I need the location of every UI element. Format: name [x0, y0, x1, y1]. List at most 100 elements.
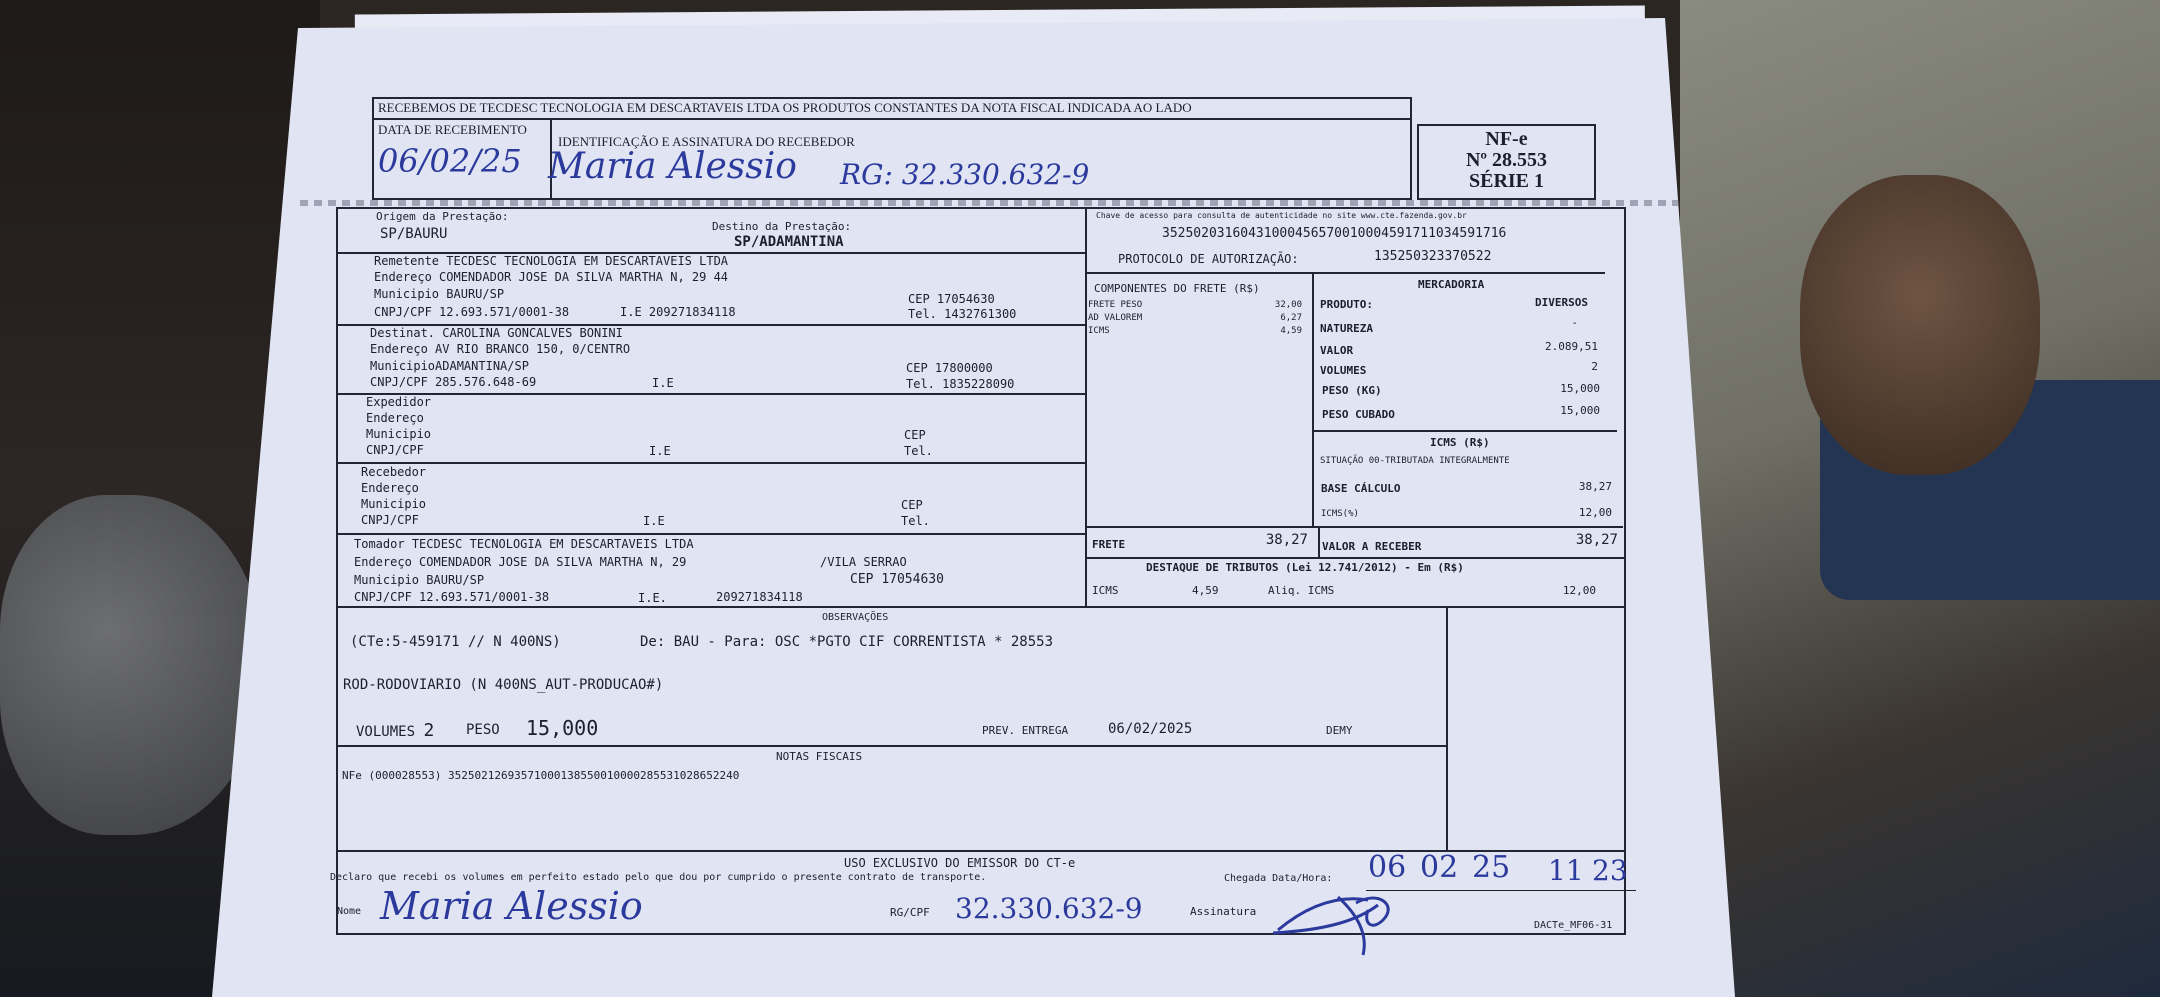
- sender-label: Remetente: [374, 254, 440, 268]
- obs-demy: DEMY: [1326, 724, 1353, 737]
- shipper-cnpj-label: CNPJ/CPF: [366, 443, 424, 457]
- freight-components-title: COMPONENTES DO FRETE (R$): [1094, 282, 1260, 295]
- payer-section: Tomador TECDESC TECNOLOGIA EM DESCARTAVE…: [354, 537, 1074, 605]
- cubed-weight-value: 15,000: [1560, 404, 1600, 417]
- base-label: BASE CÁLCULO: [1321, 482, 1401, 495]
- payer-label: Tomador: [354, 537, 405, 551]
- icms-section: ICMS (R$) SITUAÇÃO 00-TRIBUTADA INTEGRAL…: [1318, 432, 1618, 526]
- payer-cnpj-label: CNPJ/CPF: [354, 590, 412, 604]
- nfe-number-box: [1417, 124, 1596, 200]
- rg-cpf-label: RG/CPF: [890, 906, 930, 919]
- value-label: VALOR: [1320, 344, 1354, 357]
- sender-ie: 209271834118: [648, 305, 736, 319]
- handwritten-signature-scribble: [1272, 895, 1390, 956]
- delivery-forecast: 06/02/2025: [1108, 721, 1193, 737]
- receiver-label: Recebedor: [361, 465, 427, 479]
- arrival-datetime-line: [1366, 890, 1636, 891]
- base-value: 38,27: [1578, 480, 1612, 493]
- shipper-cep-label: CEP: [904, 428, 926, 442]
- plastic-cup: [0, 495, 265, 835]
- product-label: PRODUTO:: [1320, 298, 1373, 311]
- sender-cnpj-label: CNPJ/CPF: [374, 305, 432, 319]
- sender-tel-label: Tel.: [908, 307, 937, 321]
- stub-header: RECEBEMOS DE TECDESC TECNOLOGIA EM DESCA…: [378, 100, 1192, 115]
- nfe-number: Nº 28.553: [1465, 149, 1548, 171]
- receiver-rg-handwritten: RG: 32.330.632-9: [840, 158, 1090, 191]
- shipper-tel-label: Tel.: [904, 444, 933, 458]
- tax-rate-value: 12,00: [1562, 584, 1596, 597]
- recipient-name: CAROLINA GONCALVES BONINI: [442, 326, 623, 340]
- cte-form: [336, 207, 1626, 935]
- receipt-date-label: DATA DE RECEBIMENTO: [378, 122, 527, 137]
- payer-cep-label: CEP: [850, 572, 874, 587]
- shipper-label: Expedidor: [366, 395, 432, 409]
- observations-line-1b: De: BAU - Para: OSC *PGTO CIF CORRENTIST…: [640, 634, 1054, 650]
- arrival-datetime-label: Chegada Data/Hora:: [1224, 873, 1333, 884]
- component-label: FRETE PESO: [1088, 300, 1143, 310]
- obs-volumes: 2: [423, 720, 435, 741]
- name-label: Nome: [337, 906, 362, 917]
- sender-cnpj: 12.693.571/0001-38: [439, 305, 570, 319]
- receiver-address-label: Endereço: [361, 481, 419, 495]
- component-value: 4,59: [1280, 326, 1302, 336]
- amount-receivable: 38,27: [1575, 532, 1618, 548]
- recipient-cep: 17800000: [934, 361, 993, 375]
- receiver-signature: Maria Alessio: [548, 146, 797, 187]
- amount-receivable-label: VALOR A RECEBER: [1322, 540, 1422, 553]
- payer-district: /VILA SERRAO: [820, 555, 907, 569]
- tax-icms-label: ICMS: [1092, 584, 1119, 597]
- sender-ie-label: I.E: [620, 305, 642, 319]
- authorization-protocol: 135250323370522: [1374, 249, 1492, 264]
- sender-address: COMENDADOR JOSE DA SILVA MARTHA N, 29 44: [439, 270, 729, 284]
- receiver-city-label: Municipio: [361, 497, 427, 511]
- icms-rate-value: 12,00: [1578, 506, 1612, 519]
- recipient-tel-label: Tel.: [906, 377, 935, 391]
- merchandise-section: MERCADORIA PRODUTO: DIVERSOS NATUREZA - …: [1318, 276, 1608, 428]
- payer-address-label: Endereço: [354, 555, 412, 569]
- authorization-protocol-label: PROTOCOLO DE AUTORIZAÇÃO:: [1118, 252, 1299, 266]
- recipient-label: Destinat.: [370, 326, 436, 340]
- tax-icms-value: 4,59: [1192, 584, 1219, 597]
- recipient-city-label: Municipio: [370, 359, 436, 373]
- payer-address: COMENDADOR JOSE DA SILVA MARTHA N, 29: [419, 555, 687, 569]
- obs-weight-label: PESO: [466, 722, 500, 738]
- payer-city: BAURU/SP: [426, 573, 485, 587]
- cubed-weight-label: PESO CUBADO: [1322, 408, 1395, 421]
- invoices-title: NOTAS FISCAIS: [776, 750, 863, 763]
- obs-volumes-label: VOLUMES: [356, 724, 416, 740]
- icms-rate-label: ICMS(%): [1321, 509, 1359, 519]
- shoe: [1800, 175, 2040, 475]
- receipt-stub: [372, 97, 1412, 200]
- recipient-cnpj-label: CNPJ/CPF: [370, 375, 428, 389]
- payer-city-label: Municipio: [354, 573, 420, 587]
- recipient-city: ADAMANTINA/SP: [435, 359, 529, 373]
- component-value: 32,00: [1274, 300, 1302, 310]
- component-label: ICMS: [1088, 326, 1110, 336]
- sender-name: TECDESC TECNOLOGIA EM DESCARTAVEIS LTDA: [446, 254, 729, 268]
- receipt-date-handwritten: 06/02/25: [378, 142, 522, 180]
- recipient-ie-label: I.E: [652, 376, 674, 390]
- rg-cpf-handwritten: 32.330.632-9: [955, 892, 1143, 925]
- volumes-label: VOLUMES: [1320, 364, 1367, 377]
- nfe-series: SÉRIE 1: [1468, 170, 1545, 192]
- arrival-hour: 11: [1548, 854, 1584, 887]
- recipient-cep-label: CEP: [906, 361, 928, 375]
- observations-title: OBSERVAÇÕES: [822, 612, 889, 623]
- merchandise-title: MERCADORIA: [1418, 278, 1485, 291]
- receiver-ie-label: I.E: [643, 514, 665, 528]
- access-key-label: Chave de acesso para consulta de autenti…: [1096, 211, 1467, 220]
- freight-total-label: FRETE: [1092, 538, 1126, 551]
- shipper-ie-label: I.E: [649, 444, 671, 458]
- delivery-forecast-label: PREV. ENTREGA: [982, 724, 1069, 737]
- product-value: DIVERSOS: [1535, 296, 1588, 309]
- tax-highlight-title: DESTAQUE DE TRIBUTOS (Lei 12.741/2012) -…: [1146, 561, 1464, 574]
- sender-city-label: Municipio: [374, 287, 440, 301]
- access-key: 3525020316043100045657001000459171103459…: [1162, 226, 1507, 241]
- arrival-year: 25: [1472, 850, 1511, 885]
- shipper-address-label: Endereço: [366, 411, 424, 425]
- weight-label: PESO (KG): [1322, 384, 1382, 397]
- invoice-item: NFe (000028553) 352502126935710001385500…: [342, 769, 740, 782]
- value-amount: 2.089,51: [1545, 340, 1598, 353]
- component-value: 6,27: [1280, 313, 1302, 323]
- shipper-section: Expedidor Endereço Municipio CNPJ/CPF I.…: [366, 395, 1066, 461]
